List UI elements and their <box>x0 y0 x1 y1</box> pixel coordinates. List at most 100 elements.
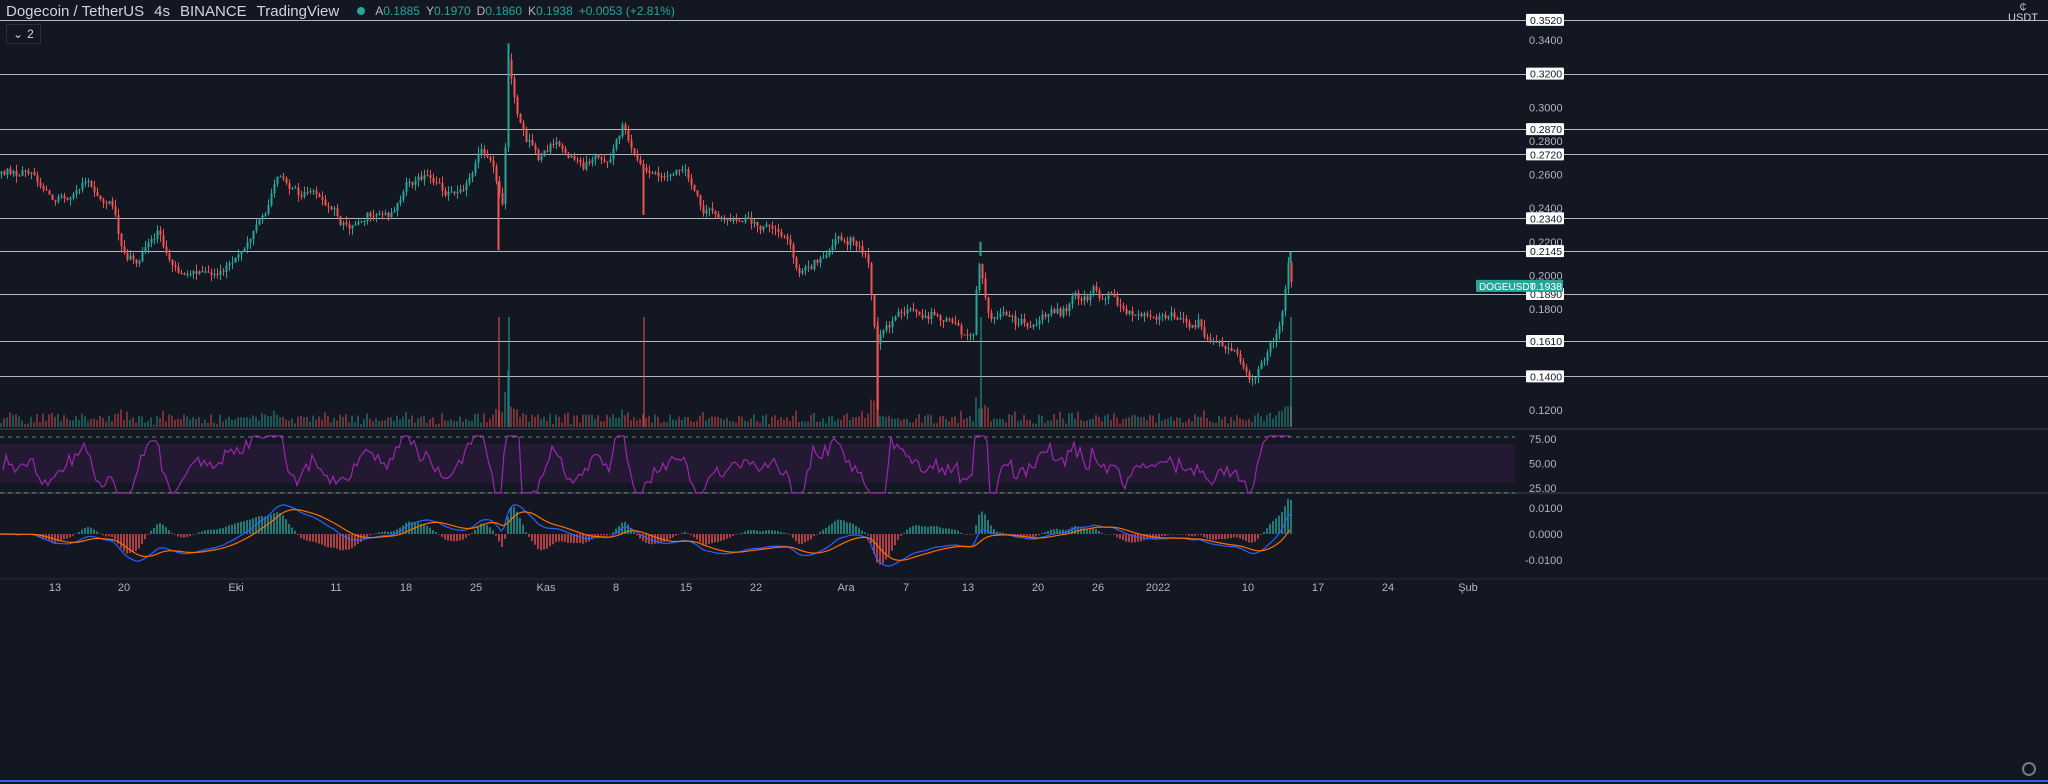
candle-body <box>981 264 984 279</box>
macd-histogram-bar <box>738 533 740 535</box>
macd-tick-label: 0.0100 <box>1529 503 1563 515</box>
macd-histogram-bar <box>192 534 194 535</box>
volume-bar <box>420 416 422 427</box>
macd-histogram-bar <box>1239 534 1241 539</box>
volume-bar <box>858 416 860 427</box>
candle-body <box>648 170 651 173</box>
settings-gear-icon[interactable] <box>2022 762 2036 776</box>
candle-body <box>1164 314 1167 319</box>
candle-body <box>168 253 171 260</box>
volume-bar <box>102 418 104 427</box>
candle-body <box>1047 313 1050 317</box>
macd-histogram-bar <box>849 522 851 534</box>
volume-bar <box>444 420 446 427</box>
macd-histogram-bar <box>477 526 479 534</box>
candle-body <box>1059 308 1062 316</box>
currency-label[interactable]: ₵ USDT <box>2008 2 2038 24</box>
candle-body <box>1173 312 1176 318</box>
candle-body <box>174 265 177 268</box>
volume-bar <box>1056 419 1058 427</box>
macd-histogram-bar <box>582 534 584 544</box>
volume-bar <box>30 417 32 427</box>
candle-body <box>285 178 288 183</box>
level-price-label: 0.2145 <box>1530 246 1562 258</box>
horizontal-levels[interactable] <box>0 20 2048 377</box>
candle-body <box>219 270 222 275</box>
volume-bar <box>24 424 26 427</box>
volume-bar <box>72 420 74 427</box>
volume-bar <box>1251 421 1253 427</box>
symbol-title[interactable]: Dogecoin / TetherUS <box>6 2 145 20</box>
candle-body <box>1248 372 1251 380</box>
candle-body <box>753 222 756 224</box>
macd-histogram-bar <box>837 519 839 534</box>
volume-bar <box>267 415 269 427</box>
volume-bar <box>147 420 149 427</box>
macd-histogram-bar <box>195 533 197 535</box>
macd-histogram-bar <box>276 512 278 534</box>
macd-pane[interactable] <box>0 498 1292 567</box>
macd-histogram-bar <box>777 531 779 534</box>
volume-bar <box>768 424 770 427</box>
time-axis[interactable]: 13 20 Eki 11 18 25 Kas 8 15 22 Ara 7 13 20 26 2022 10 17 2… <box>49 582 1478 594</box>
volume-bar <box>783 419 785 427</box>
macd-histogram-bar <box>285 519 287 534</box>
candle-body <box>36 175 39 183</box>
macd-histogram-bar <box>405 522 407 534</box>
volume-bar <box>288 420 290 427</box>
volume-bar <box>468 420 470 427</box>
macd-histogram-bar <box>258 516 260 534</box>
candle-body <box>333 208 336 210</box>
macd-histogram-bar <box>342 534 344 551</box>
candle-body <box>282 176 285 179</box>
candle-body <box>327 205 330 207</box>
volume-bar <box>1164 419 1166 427</box>
candles[interactable] <box>0 43 1293 410</box>
candle-body <box>1266 352 1269 361</box>
market-status-icon[interactable] <box>357 7 366 15</box>
candle-body <box>240 251 243 255</box>
volume-bar <box>1149 414 1151 427</box>
volume-bar <box>558 416 560 427</box>
volume-bar <box>984 405 986 427</box>
candle-body <box>528 140 531 142</box>
volume-bar <box>1194 414 1196 427</box>
macd-histogram-bar <box>666 534 668 541</box>
volume-bar <box>861 411 863 427</box>
volume-bar <box>474 413 476 427</box>
volume-bar <box>735 422 737 427</box>
volume-bar <box>210 414 212 427</box>
volume-bar <box>477 413 479 427</box>
volume-bar <box>528 421 530 427</box>
macd-histogram-bar <box>867 534 869 536</box>
candle-body <box>447 191 450 196</box>
candle-body <box>1155 317 1158 320</box>
candle-body <box>450 191 453 193</box>
interval-label[interactable]: 4s <box>154 2 170 20</box>
volume-bar <box>1209 421 1211 427</box>
candle-body <box>849 237 852 246</box>
candle-body <box>417 176 420 181</box>
candle-body <box>609 159 612 163</box>
candle-body <box>735 218 738 221</box>
macd-histogram-bar <box>435 532 437 534</box>
macd-histogram-bar <box>966 534 968 535</box>
macd-histogram-bar <box>951 529 953 534</box>
candle-body <box>894 316 897 321</box>
candle-body <box>1074 292 1077 297</box>
volume-bar <box>237 417 239 427</box>
macd-histogram-bar <box>1176 534 1178 535</box>
indicators-toggle-button[interactable]: ⌄ 2 <box>6 24 41 44</box>
macd-histogram-bar <box>1221 534 1223 539</box>
rsi-pane[interactable] <box>0 435 1515 494</box>
candle-body <box>462 189 465 191</box>
volume-bar <box>336 420 338 427</box>
candle-body <box>423 175 426 180</box>
volume-bar <box>228 416 230 427</box>
macd-histogram-bar <box>603 534 605 536</box>
level-price-label: 0.1890 <box>1530 289 1562 301</box>
macd-signal-line <box>0 508 1291 561</box>
candle-body <box>420 176 423 180</box>
